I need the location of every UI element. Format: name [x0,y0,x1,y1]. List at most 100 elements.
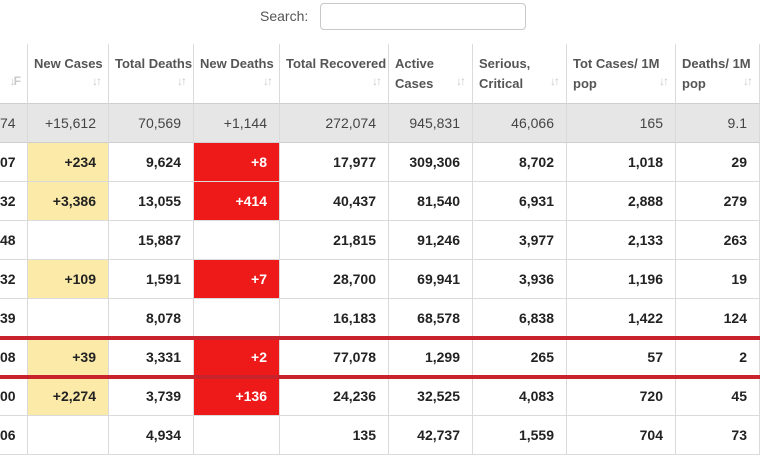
table-cell: 8,702 [473,143,567,182]
table-cell: 263 [676,221,760,260]
search-input[interactable] [320,3,526,30]
column-total_recovered: Total Recovered ↓↑ 272,074 17,977 40,437 21,8… [280,44,389,462]
total-row-cell: 70,569 [109,104,194,143]
table-cell: 19 [676,260,760,299]
table-cell: 279 [676,182,760,221]
column-header-label: Total Deaths [115,56,193,71]
column-header-label: Deaths/ 1M pop [682,56,751,91]
table-cell: 81,540 [389,182,473,221]
highlight-line-top [0,336,760,340]
table-cell: 91,246 [389,221,473,260]
table-cell: 704 [567,416,676,455]
table-cell: 77,078 [280,338,389,377]
table-cell: 2,133 [567,221,676,260]
table-cell: 124 [676,299,760,338]
table-cell: 07 [0,143,28,182]
table-cell: 3,739 [109,377,194,416]
table-cell: 13,055 [109,182,194,221]
table-cell: 40,437 [280,182,389,221]
column-header-active_cases[interactable]: Active Cases ↓↑ [389,44,473,104]
table-cell: 48 [0,221,28,260]
column-header-total_recovered[interactable]: Total Recovered ↓↑ [280,44,389,104]
table-cell [194,299,280,338]
sort-icon[interactable]: ↓↑ [456,74,466,88]
table-cell: 57 [567,338,676,377]
table-cell: +7 [194,260,280,299]
column-header-tot_cases_1m[interactable]: Tot Cases/ 1M pop ↓↑ [567,44,676,104]
table-cell: +234 [28,143,109,182]
column-total_deaths: Total Deaths ↓↑ 70,569 9,624 13,055 15,887 1,5… [109,44,194,462]
column-header-c0[interactable]: ↓F [0,44,28,104]
table-cell [28,416,109,455]
total-row-cell: 945,831 [389,104,473,143]
table-cell: 08 [0,338,28,377]
table-cell [28,299,109,338]
table-cell: 135 [280,416,389,455]
table-cell: 28,700 [280,260,389,299]
table-cell: 4,934 [109,416,194,455]
column-active_cases: Active Cases ↓↑ 945,831 309,306 81,540 91,246… [389,44,473,462]
table-cell: 3,331 [109,338,194,377]
column-header-label: Active Cases [395,56,435,91]
sort-icon[interactable]: ↓F [9,74,21,88]
table-cell: 16,183 [280,299,389,338]
total-row-cell: 74 [0,104,28,143]
column-header-label: Serious, Critical [479,56,531,91]
table-cell: +3,386 [28,182,109,221]
sort-icon[interactable]: ↓↑ [372,74,382,88]
sort-icon[interactable]: ↓↑ [177,74,187,88]
sort-icon[interactable]: ↓↑ [659,74,669,88]
table-cell: 4,083 [473,377,567,416]
total-row-cell: +15,612 [28,104,109,143]
column-header-new_cases[interactable]: New Cases ↓↑ [28,44,109,104]
table-cell: 9,624 [109,143,194,182]
table-cell: 6,838 [473,299,567,338]
sort-icon[interactable]: ↓↑ [550,74,560,88]
column-header-serious_critical[interactable]: Serious, Critical ↓↑ [473,44,567,104]
table-cell: 1,018 [567,143,676,182]
table-cell: 68,578 [389,299,473,338]
table-cell: 29 [676,143,760,182]
table-cell: +414 [194,182,280,221]
table-cell [194,221,280,260]
column-header-deaths_1m[interactable]: Deaths/ 1M pop ↓↑ [676,44,760,104]
search-bar: Search: [0,0,760,44]
column-header-label: Tot Cases/ 1M pop [573,56,660,91]
column-header-label: Total Recovered [286,56,387,71]
column-new_deaths: New Deaths ↓↑ +1,144 +8 +414 +7 +2 +136 [194,44,280,462]
table-cell: 1,196 [567,260,676,299]
column-tot_cases_1m: Tot Cases/ 1M pop ↓↑ 165 1,018 2,888 2,133 1,1… [567,44,676,462]
table-cell: 24,236 [280,377,389,416]
table-cell: 73 [676,416,760,455]
highlight-line-bottom [0,375,760,379]
stats-table: ↓F 74 07 32 48 32 39 08 00 06 New Cases ↓↑ +15,612 +2… [0,44,760,462]
table-cell: 1,559 [473,416,567,455]
table-cell: +8 [194,143,280,182]
table-cell: 32,525 [389,377,473,416]
table-cell: +2,274 [28,377,109,416]
column-header-label: New Cases [34,56,103,71]
search-label: Search: [260,8,309,24]
table-cell: 8,078 [109,299,194,338]
column-header-label: New Deaths [200,56,274,71]
table-cell: 69,941 [389,260,473,299]
column-header-new_deaths[interactable]: New Deaths ↓↑ [194,44,280,104]
table-cell: 1,299 [389,338,473,377]
table-cell: 45 [676,377,760,416]
sort-icon[interactable]: ↓↑ [743,74,753,88]
table-cell: 39 [0,299,28,338]
table-cell: 309,306 [389,143,473,182]
table-cell: 00 [0,377,28,416]
total-row-cell: 46,066 [473,104,567,143]
table-cell: 17,977 [280,143,389,182]
table-cell: 3,936 [473,260,567,299]
sort-icon[interactable]: ↓↑ [263,74,273,88]
sort-icon[interactable]: ↓↑ [92,74,102,88]
column-c0: ↓F 74 07 32 48 32 39 08 00 06 [0,44,28,462]
table-cell: 42,737 [389,416,473,455]
column-header-total_deaths[interactable]: Total Deaths ↓↑ [109,44,194,104]
table-cell: +109 [28,260,109,299]
table-cell: 15,887 [109,221,194,260]
table-cell: 3,977 [473,221,567,260]
table-cell: 2 [676,338,760,377]
